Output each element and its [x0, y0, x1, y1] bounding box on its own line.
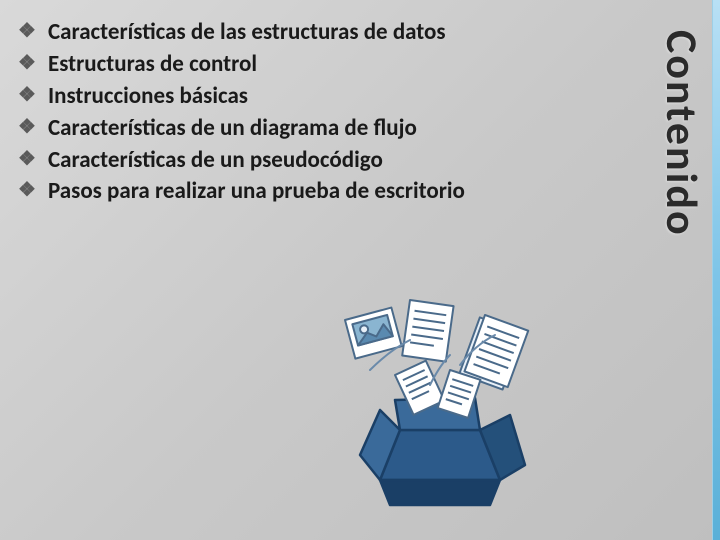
- bullet-text: Características de las estructuras de da…: [48, 18, 446, 48]
- list-item: ❖ Características de un diagrama de fluj…: [18, 114, 618, 144]
- list-item: ❖ Estructuras de control: [18, 50, 618, 80]
- sidebar-accent-bar: [712, 0, 720, 540]
- bullet-text: Estructuras de control: [48, 50, 257, 80]
- slide: ❖ Características de las estructuras de …: [0, 0, 720, 540]
- bullet-text: Pasos para realizar una prueba de escrit…: [48, 177, 465, 207]
- bullet-icon: ❖: [18, 82, 36, 108]
- list-item: ❖ Características de las estructuras de …: [18, 18, 618, 48]
- bullet-icon: ❖: [18, 177, 36, 203]
- bullet-list: ❖ Características de las estructuras de …: [18, 18, 618, 207]
- list-item: ❖ Pasos para realizar una prueba de escr…: [18, 177, 618, 207]
- bullet-icon: ❖: [18, 114, 36, 140]
- bullet-icon: ❖: [18, 18, 36, 44]
- box-papers-illustration: [300, 280, 580, 510]
- bullet-icon: ❖: [18, 146, 36, 172]
- sidebar-title-text: Contenido: [655, 30, 709, 237]
- list-item: ❖ Características de un pseudocódigo: [18, 146, 618, 176]
- list-item: ❖ Instrucciones básicas: [18, 82, 618, 112]
- bullet-icon: ❖: [18, 50, 36, 76]
- bullet-text: Características de un pseudocódigo: [48, 146, 383, 176]
- content-area: ❖ Características de las estructuras de …: [18, 18, 618, 209]
- bullet-text: Características de un diagrama de flujo: [48, 114, 417, 144]
- bullet-text: Instrucciones básicas: [48, 82, 248, 112]
- sidebar-title: Contenido: [652, 30, 712, 510]
